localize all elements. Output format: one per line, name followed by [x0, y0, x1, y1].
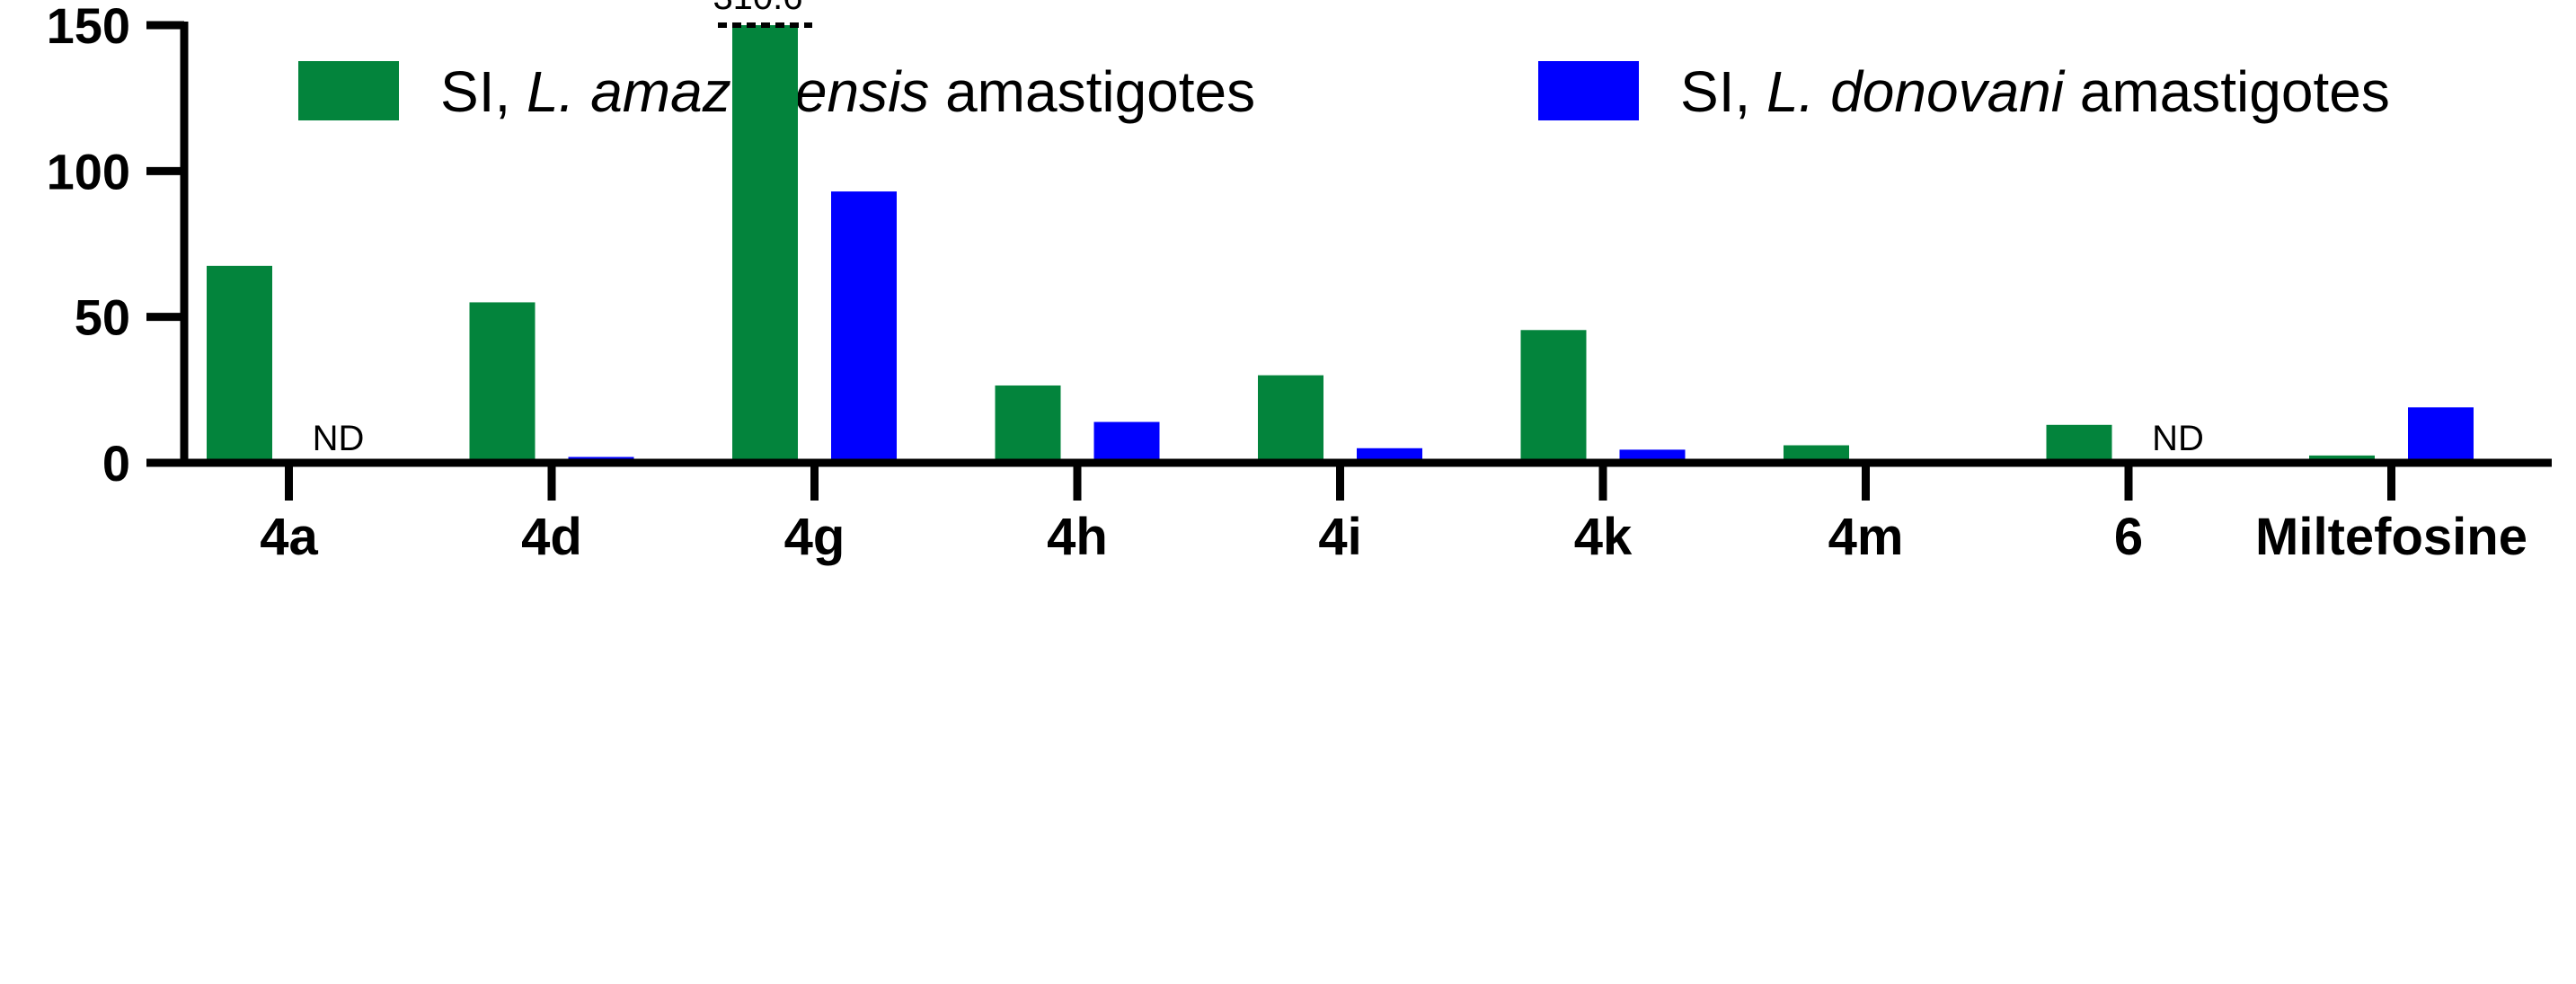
x-tick-label: 4h: [1047, 508, 1108, 566]
x-tick-label: 6: [2114, 508, 2143, 566]
bar: [831, 191, 897, 463]
bar: [207, 265, 272, 463]
bar: [1258, 375, 1323, 463]
x-tick-label: 4d: [521, 508, 582, 566]
y-tick-label: 150: [47, 0, 130, 54]
legend: SI, L. amazonensis amastigotes SI, L. don…: [298, 59, 2390, 124]
x-tick-label: 4m: [1828, 508, 1904, 566]
legend-species: L. amazonensis: [527, 59, 929, 124]
y-tick-label: 100: [47, 143, 130, 199]
x-tick-label: 4i: [1318, 508, 1361, 566]
bar: [1093, 421, 1160, 463]
legend-entry: SI, L. amazonensis amastigotes: [440, 59, 1255, 124]
x-tick-label: 4a: [260, 508, 318, 566]
legend-species: L. donovani: [1766, 59, 2066, 124]
legend-prefix: SI,: [440, 59, 527, 124]
break-value-label: 310.6: [713, 0, 802, 17]
bar: [1784, 445, 1849, 463]
bar: [469, 302, 536, 463]
legend-prefix: SI,: [1680, 59, 1766, 124]
bar: [1520, 330, 1587, 463]
y-tick-label: 50: [75, 289, 130, 346]
bar: [732, 25, 798, 463]
bar: [2046, 424, 2112, 463]
bar: [995, 385, 1061, 463]
legend-suffix: amastigotes: [929, 59, 1255, 124]
nd-label: ND: [2152, 419, 2204, 458]
x-tick-label: 4k: [1574, 508, 1633, 566]
y-axis: 0 50 100 150: [47, 0, 189, 492]
legend-swatch: [298, 61, 399, 120]
legend-swatch: [1538, 61, 1639, 120]
legend-entry: SI, L. donovani amastigotes: [1680, 59, 2390, 124]
legend-suffix: amastigotes: [2064, 59, 2390, 124]
x-tick-label: 4g: [784, 508, 845, 566]
bar: [2408, 407, 2474, 463]
bars: ND 310.6 ND: [207, 0, 2474, 463]
x-tick-label: Miltefosine: [2255, 508, 2527, 566]
nd-label: ND: [313, 419, 365, 458]
x-axis: 4a 4d 4g 4h 4i 4k 4m 6 Miltefosine: [181, 458, 2552, 566]
y-tick-label: 0: [102, 435, 130, 492]
